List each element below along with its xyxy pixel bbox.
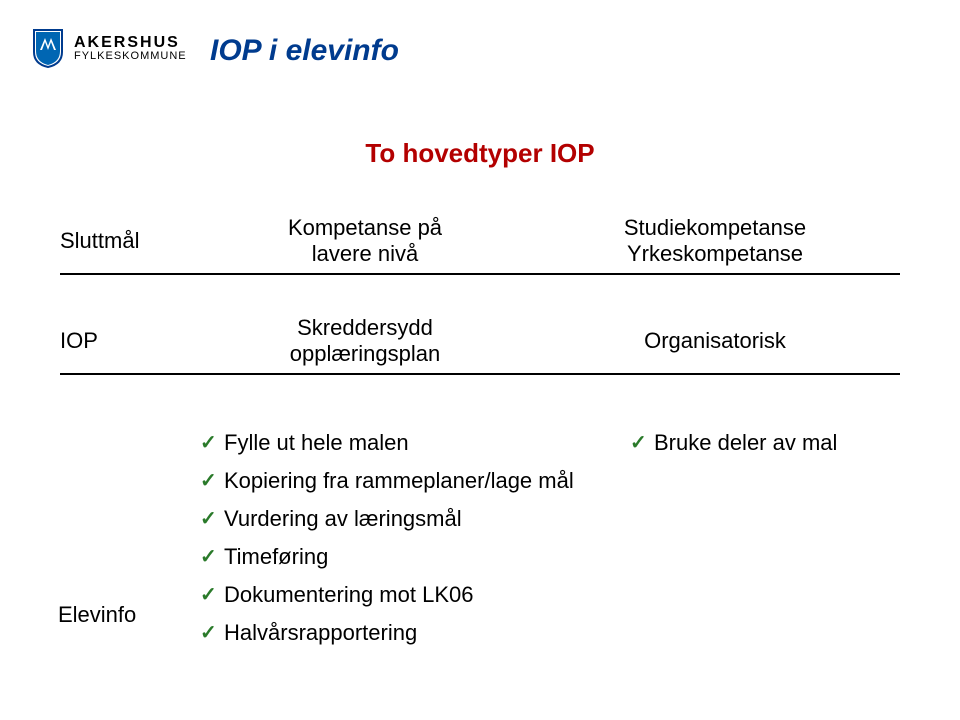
bullet-text: Halvårsrapportering <box>224 620 417 646</box>
bullet-text: Bruke deler av mal <box>654 430 837 456</box>
check-icon: ✓ <box>200 430 224 456</box>
row1-left-line1: Kompetanse på <box>288 215 442 241</box>
bullet-text: Kopiering fra rammeplaner/lage mål <box>224 468 574 494</box>
check-icon: ✓ <box>200 506 224 532</box>
check-icon: ✓ <box>200 620 224 646</box>
row1-label: Sluttmål <box>60 228 200 254</box>
check-icon: ✓ <box>200 582 224 608</box>
bullet-list: ✓ Fylle ut hele malen ✓ Bruke deler av m… <box>200 430 900 658</box>
bullet-text: Dokumentering mot LK06 <box>224 582 473 608</box>
row2-label: IOP <box>60 328 200 354</box>
logo-sub: FYLKESKOMMUNE <box>74 51 187 62</box>
list-item: ✓ Dokumentering mot LK06 <box>200 582 900 608</box>
bullet-text: Fylle ut hele malen <box>224 430 409 456</box>
logo-main: AKERSHUS <box>74 35 187 51</box>
list-item: ✓ Bruke deler av mal <box>630 430 837 456</box>
row2-right-text: Organisatorisk <box>644 328 786 354</box>
table-row: Sluttmål Kompetanse på lavere nivå Studi… <box>60 215 900 273</box>
list-item: ✓ Kopiering fra rammeplaner/lage mål <box>200 468 900 494</box>
page-title: IOP i elevinfo <box>210 34 399 68</box>
row2-left-line2: opplæringsplan <box>290 341 440 367</box>
slide: AKERSHUS FYLKESKOMMUNE IOP i elevinfo To… <box>0 0 960 720</box>
logo: AKERSHUS FYLKESKOMMUNE <box>32 28 187 68</box>
divider <box>60 373 900 375</box>
table-row: IOP Skreddersydd opplæringsplan Organisa… <box>60 315 900 373</box>
list-item: ✓ Vurdering av læringsmål <box>200 506 900 532</box>
row1-right: Studiekompetanse Yrkeskompetanse <box>530 215 900 267</box>
list-item: ✓ Timeføring <box>200 544 900 570</box>
row2-right: Organisatorisk <box>530 328 900 354</box>
subtitle: To hovedtyper IOP <box>0 138 960 169</box>
comparison-table: Sluttmål Kompetanse på lavere nivå Studi… <box>60 215 900 375</box>
row1-right-line2: Yrkeskompetanse <box>627 241 803 267</box>
logo-text: AKERSHUS FYLKESKOMMUNE <box>74 35 187 62</box>
check-icon: ✓ <box>200 544 224 570</box>
check-icon: ✓ <box>200 468 224 494</box>
bullet-text: Vurdering av læringsmål <box>224 506 462 532</box>
bullet-text: Timeføring <box>224 544 328 570</box>
row1-left: Kompetanse på lavere nivå <box>200 215 530 267</box>
divider <box>60 273 900 275</box>
shield-icon <box>32 28 64 68</box>
row1-left-line2: lavere nivå <box>312 241 418 267</box>
row2-left-line1: Skreddersydd <box>297 315 433 341</box>
elevinfo-label: Elevinfo <box>58 602 136 628</box>
check-icon: ✓ <box>630 430 654 456</box>
row1-right-line1: Studiekompetanse <box>624 215 806 241</box>
row2-left: Skreddersydd opplæringsplan <box>200 315 530 367</box>
list-item: ✓ Halvårsrapportering <box>200 620 900 646</box>
